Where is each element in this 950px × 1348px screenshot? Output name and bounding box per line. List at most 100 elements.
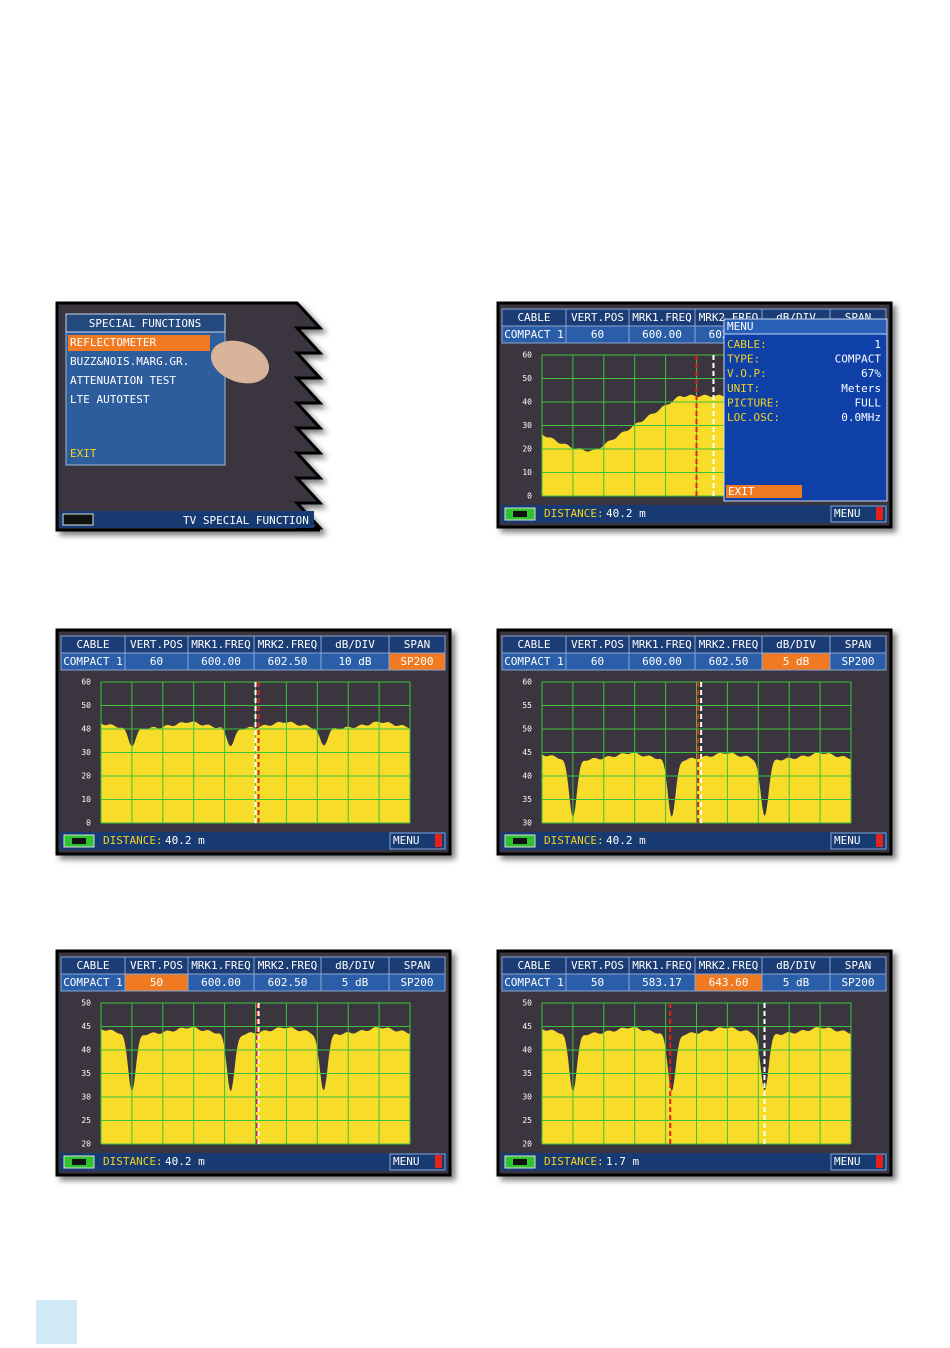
distance-label: DISTANCE: bbox=[544, 1155, 604, 1168]
value-label: 5 dB bbox=[783, 655, 810, 668]
distance-label: DISTANCE: bbox=[544, 507, 604, 520]
header-label: SPAN bbox=[404, 638, 431, 651]
help-icon bbox=[435, 1155, 442, 1168]
y-tick-label: 40 bbox=[522, 1046, 532, 1055]
value-label: 10 dB bbox=[338, 655, 371, 668]
distance-value: 1.7 m bbox=[606, 1155, 639, 1168]
y-tick-label: 60 bbox=[522, 351, 532, 360]
menu-title-bar bbox=[65, 313, 226, 333]
battery-core bbox=[513, 1159, 527, 1165]
value-label: SP200 bbox=[841, 976, 874, 989]
header-label: dB/DIV bbox=[776, 959, 816, 972]
value-label: COMPACT 1 bbox=[504, 655, 564, 668]
menu-button-label: MENU bbox=[393, 834, 420, 847]
y-tick-label: 60 bbox=[81, 678, 91, 687]
header-label: VERT.POS bbox=[130, 959, 183, 972]
menu-button bbox=[830, 832, 887, 850]
help-icon bbox=[876, 1155, 883, 1168]
value-cell bbox=[388, 973, 446, 992]
menu-row-label: TYPE: bbox=[727, 353, 760, 366]
menu-panel-title-bar bbox=[723, 318, 888, 335]
header-label: VERT.POS bbox=[571, 311, 624, 324]
y-tick-label: 30 bbox=[522, 421, 532, 430]
distance-value: 40.2 m bbox=[165, 834, 205, 847]
value-label: 60 bbox=[591, 328, 604, 341]
header-label: MRK2.FREQ bbox=[258, 638, 318, 651]
battery-core bbox=[513, 511, 527, 517]
menu-row-value: COMPACT bbox=[835, 353, 882, 366]
y-tick-label: 35 bbox=[522, 795, 532, 804]
y-tick-label: 35 bbox=[522, 1069, 532, 1078]
y-tick-label: 25 bbox=[522, 1116, 532, 1125]
value-label: 50 bbox=[150, 976, 163, 989]
menu-exit-bar bbox=[726, 485, 802, 498]
y-tick-label: 40 bbox=[81, 725, 91, 734]
page-tab bbox=[36, 1300, 77, 1344]
header-label: MRK1.FREQ bbox=[632, 311, 692, 324]
battery-core bbox=[513, 838, 527, 844]
menu-button-label: MENU bbox=[834, 834, 861, 847]
header-label: MRK2.FREQ bbox=[699, 959, 759, 972]
header-label: CABLE bbox=[517, 959, 550, 972]
header-label: CABLE bbox=[517, 311, 550, 324]
header-label: CABLE bbox=[76, 959, 109, 972]
menu-title: SPECIAL FUNCTIONS bbox=[89, 317, 202, 330]
header-label: SPAN bbox=[404, 959, 431, 972]
header-label: CABLE bbox=[76, 638, 109, 651]
menu-button-label: MENU bbox=[834, 1155, 861, 1168]
menu-row-value: FULL bbox=[855, 396, 882, 409]
menu-button bbox=[830, 1153, 887, 1171]
value-label: 602.50 bbox=[709, 655, 749, 668]
menu-item: ATTENUATION TEST bbox=[70, 374, 176, 387]
y-tick-label: 10 bbox=[81, 795, 91, 804]
value-label: 600.00 bbox=[642, 328, 682, 341]
menu-item: BUZZ&NOIS.MARG.GR. bbox=[70, 355, 189, 368]
menu-row-value: 67% bbox=[861, 367, 881, 380]
header-label: SPAN bbox=[845, 959, 872, 972]
menu-exit: EXIT bbox=[728, 485, 755, 498]
menu-row-value: 0.0MHz bbox=[841, 411, 881, 424]
value-label: 600.00 bbox=[201, 655, 241, 668]
header-label: dB/DIV bbox=[335, 959, 375, 972]
y-tick-label: 50 bbox=[522, 374, 532, 383]
footer-bar bbox=[501, 832, 888, 850]
battery-core bbox=[72, 1159, 86, 1165]
y-tick-label: 20 bbox=[81, 772, 91, 781]
value-label: COMPACT 1 bbox=[63, 655, 123, 668]
header-label: MRK2.FREQ bbox=[699, 638, 759, 651]
value-label: 643.60 bbox=[709, 976, 749, 989]
distance-label: DISTANCE: bbox=[544, 834, 604, 847]
menu-exit: EXIT bbox=[70, 447, 97, 460]
battery bbox=[62, 513, 94, 526]
battery-core bbox=[72, 838, 86, 844]
header-label: SPAN bbox=[845, 638, 872, 651]
menu-row-label: PICTURE: bbox=[727, 396, 780, 409]
menu-item: REFLECTOMETER bbox=[70, 336, 156, 349]
footer-bar bbox=[60, 1153, 447, 1171]
menu-row-label: CABLE: bbox=[727, 338, 767, 351]
y-tick-label: 45 bbox=[522, 1022, 532, 1031]
value-label: 60 bbox=[150, 655, 163, 668]
header-label: MRK2.FREQ bbox=[258, 959, 318, 972]
y-tick-label: 40 bbox=[522, 398, 532, 407]
y-tick-label: 0 bbox=[86, 819, 91, 828]
value-label: COMPACT 1 bbox=[504, 328, 564, 341]
help-icon bbox=[876, 834, 883, 847]
header-label: MRK1.FREQ bbox=[632, 959, 692, 972]
y-tick-label: 50 bbox=[522, 725, 532, 734]
menu-row-label: UNIT: bbox=[727, 382, 760, 395]
value-label: 60 bbox=[591, 655, 604, 668]
menu-row-value: Meters bbox=[841, 382, 881, 395]
footer-bar bbox=[59, 511, 314, 528]
y-tick-label: 25 bbox=[81, 1116, 91, 1125]
value-label: 5 dB bbox=[342, 976, 369, 989]
value-cell bbox=[388, 652, 446, 671]
y-tick-label: 45 bbox=[81, 1022, 91, 1031]
distance-value: 40.2 m bbox=[606, 834, 646, 847]
distance-label: DISTANCE: bbox=[103, 834, 163, 847]
value-label: 602.50 bbox=[268, 655, 308, 668]
y-tick-label: 50 bbox=[81, 999, 91, 1008]
menu-item-highlight bbox=[68, 335, 210, 351]
y-tick-label: 40 bbox=[522, 772, 532, 781]
